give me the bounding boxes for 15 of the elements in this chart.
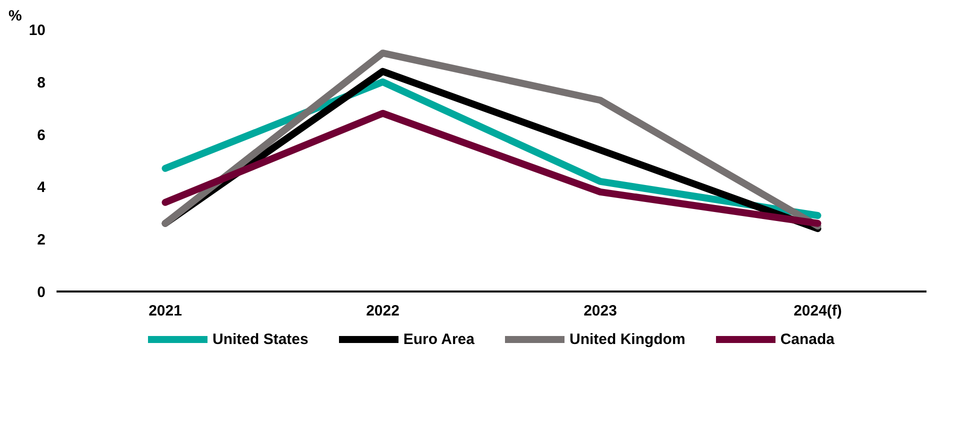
y-axis-title: %: [8, 8, 22, 24]
y-tick-label: 10: [28, 22, 46, 39]
legend-label: Euro Area: [403, 330, 474, 348]
y-tick-label: 4: [37, 179, 46, 196]
legend-label: Canada: [780, 330, 835, 348]
legend-label: United Kingdom: [569, 330, 686, 348]
y-tick-label: 2: [37, 232, 46, 249]
y-tick-label: 0: [37, 284, 46, 301]
y-tick-label: 6: [37, 126, 46, 144]
x-tick-label: 2023: [584, 302, 617, 320]
x-tick-label: 2024(f): [794, 302, 842, 320]
x-tick-label: 2022: [366, 302, 400, 320]
x-tick-label: 2021: [148, 302, 182, 320]
legend-label: United States: [212, 330, 308, 348]
y-tick-label: 8: [37, 74, 46, 92]
